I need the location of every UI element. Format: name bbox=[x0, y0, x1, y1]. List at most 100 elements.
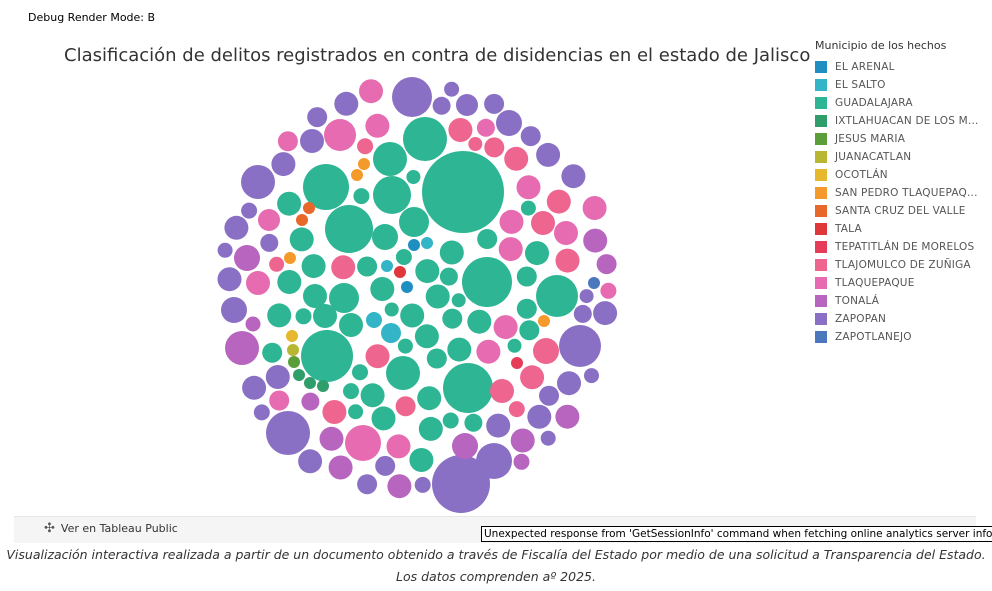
crime-bubble[interactable] bbox=[348, 404, 364, 420]
crime-bubble[interactable] bbox=[519, 320, 540, 341]
crime-bubble[interactable] bbox=[403, 117, 447, 161]
legend-item[interactable]: TALA bbox=[815, 220, 975, 238]
legend-item[interactable]: OCOTLÁN bbox=[815, 166, 975, 184]
crime-bubble[interactable] bbox=[277, 270, 302, 294]
crime-bubble[interactable] bbox=[286, 330, 298, 342]
crime-bubble[interactable] bbox=[241, 202, 258, 219]
crime-bubble[interactable] bbox=[366, 312, 382, 328]
packed-bubble-chart[interactable] bbox=[0, 0, 992, 520]
crime-bubble[interactable] bbox=[401, 281, 413, 293]
crime-bubble[interactable] bbox=[516, 266, 537, 287]
crime-bubble[interactable] bbox=[365, 344, 390, 369]
crime-bubble[interactable] bbox=[352, 364, 368, 381]
crime-bubble[interactable] bbox=[525, 241, 549, 266]
crime-bubble[interactable] bbox=[372, 224, 398, 250]
crime-bubble[interactable] bbox=[415, 259, 440, 284]
crime-bubble[interactable] bbox=[217, 267, 242, 292]
crime-bubble[interactable] bbox=[406, 170, 421, 184]
crime-bubble[interactable] bbox=[418, 416, 443, 441]
crime-bubble[interactable] bbox=[375, 455, 396, 476]
crime-bubble[interactable] bbox=[373, 142, 407, 176]
crime-bubble[interactable] bbox=[527, 404, 552, 429]
legend-item[interactable]: TLAQUEPAQUE bbox=[815, 274, 975, 292]
crime-bubble[interactable] bbox=[579, 289, 594, 304]
crime-bubble[interactable] bbox=[359, 79, 383, 104]
crime-bubble[interactable] bbox=[225, 331, 259, 365]
crime-bubble[interactable] bbox=[258, 209, 280, 231]
crime-bubble[interactable] bbox=[588, 277, 600, 289]
crime-bubble[interactable] bbox=[386, 356, 420, 390]
legend-item[interactable]: TEPATITLÁN DE MORELOS bbox=[815, 238, 975, 256]
crime-bubble[interactable] bbox=[301, 330, 353, 382]
crime-bubble[interactable] bbox=[432, 96, 451, 115]
legend-item[interactable]: EL SALTO bbox=[815, 76, 975, 94]
crime-bubble[interactable] bbox=[516, 298, 537, 319]
crime-bubble[interactable] bbox=[444, 81, 460, 97]
crime-bubble[interactable] bbox=[357, 256, 378, 277]
crime-bubble[interactable] bbox=[319, 426, 344, 451]
crime-bubble[interactable] bbox=[447, 337, 472, 362]
crime-bubble[interactable] bbox=[546, 189, 571, 214]
crime-bubble[interactable] bbox=[477, 229, 498, 249]
crime-bubble[interactable] bbox=[395, 249, 412, 265]
crime-bubble[interactable] bbox=[498, 237, 523, 262]
crime-bubble[interactable] bbox=[496, 110, 522, 136]
crime-bubble[interactable] bbox=[325, 205, 373, 253]
crime-bubble[interactable] bbox=[277, 131, 298, 152]
crime-bubble[interactable] bbox=[267, 303, 292, 328]
crime-bubble[interactable] bbox=[271, 152, 296, 177]
crime-bubble[interactable] bbox=[381, 323, 401, 343]
crime-bubble[interactable] bbox=[536, 275, 578, 317]
crime-bubble[interactable] bbox=[462, 257, 512, 307]
crime-bubble[interactable] bbox=[245, 316, 261, 332]
crime-bubble[interactable] bbox=[217, 242, 233, 258]
crime-bubble[interactable] bbox=[365, 113, 390, 138]
crime-bubble[interactable] bbox=[293, 369, 305, 381]
crime-bubble[interactable] bbox=[357, 474, 378, 495]
crime-bubble[interactable] bbox=[600, 282, 617, 299]
crime-bubble[interactable] bbox=[554, 221, 578, 245]
crime-bubble[interactable] bbox=[241, 165, 275, 199]
crime-bubble[interactable] bbox=[301, 254, 326, 279]
crime-bubble[interactable] bbox=[303, 164, 349, 210]
crime-bubble[interactable] bbox=[414, 476, 431, 493]
crime-bubble[interactable] bbox=[426, 348, 447, 369]
crime-bubble[interactable] bbox=[289, 227, 314, 252]
crime-bubble[interactable] bbox=[593, 301, 618, 326]
crime-bubble[interactable] bbox=[307, 107, 328, 128]
crime-bubble[interactable] bbox=[324, 119, 356, 151]
crime-bubble[interactable] bbox=[265, 365, 290, 389]
crime-bubble[interactable] bbox=[360, 383, 385, 408]
crime-bubble[interactable] bbox=[370, 277, 395, 301]
crime-bubble[interactable] bbox=[464, 413, 483, 432]
crime-bubble[interactable] bbox=[451, 293, 466, 308]
crime-bubble[interactable] bbox=[384, 302, 399, 317]
legend-item[interactable]: IXTLAHUACAN DE LOS M... bbox=[815, 112, 978, 130]
crime-bubble[interactable] bbox=[409, 448, 434, 472]
crime-bubble[interactable] bbox=[421, 237, 433, 249]
crime-bubble[interactable] bbox=[439, 267, 458, 286]
crime-bubble[interactable] bbox=[490, 379, 514, 403]
crime-bubble[interactable] bbox=[531, 211, 555, 235]
crime-bubble[interactable] bbox=[339, 313, 363, 337]
crime-bubble[interactable] bbox=[582, 196, 607, 220]
crime-bubble[interactable] bbox=[559, 325, 601, 367]
crime-bubble[interactable] bbox=[387, 474, 412, 499]
legend-item[interactable]: SANTA CRUZ DEL VALLE bbox=[815, 202, 975, 220]
crime-bubble[interactable] bbox=[331, 255, 356, 280]
crime-bubble[interactable] bbox=[298, 449, 323, 474]
view-on-tableau-public-link[interactable]: ✣ Ver en Tableau Public bbox=[44, 521, 178, 536]
crime-bubble[interactable] bbox=[511, 357, 523, 369]
crime-bubble[interactable] bbox=[242, 375, 267, 400]
crime-bubble[interactable] bbox=[432, 455, 490, 513]
crime-bubble[interactable] bbox=[540, 430, 556, 446]
crime-bubble[interactable] bbox=[443, 363, 493, 413]
crime-bubble[interactable] bbox=[408, 239, 420, 251]
crime-bubble[interactable] bbox=[583, 228, 608, 253]
crime-bubble[interactable] bbox=[555, 404, 580, 429]
crime-bubble[interactable] bbox=[221, 297, 247, 323]
crime-bubble[interactable] bbox=[555, 248, 580, 273]
crime-bubble[interactable] bbox=[277, 191, 302, 216]
crime-bubble[interactable] bbox=[373, 176, 411, 214]
crime-bubble[interactable] bbox=[442, 412, 459, 429]
